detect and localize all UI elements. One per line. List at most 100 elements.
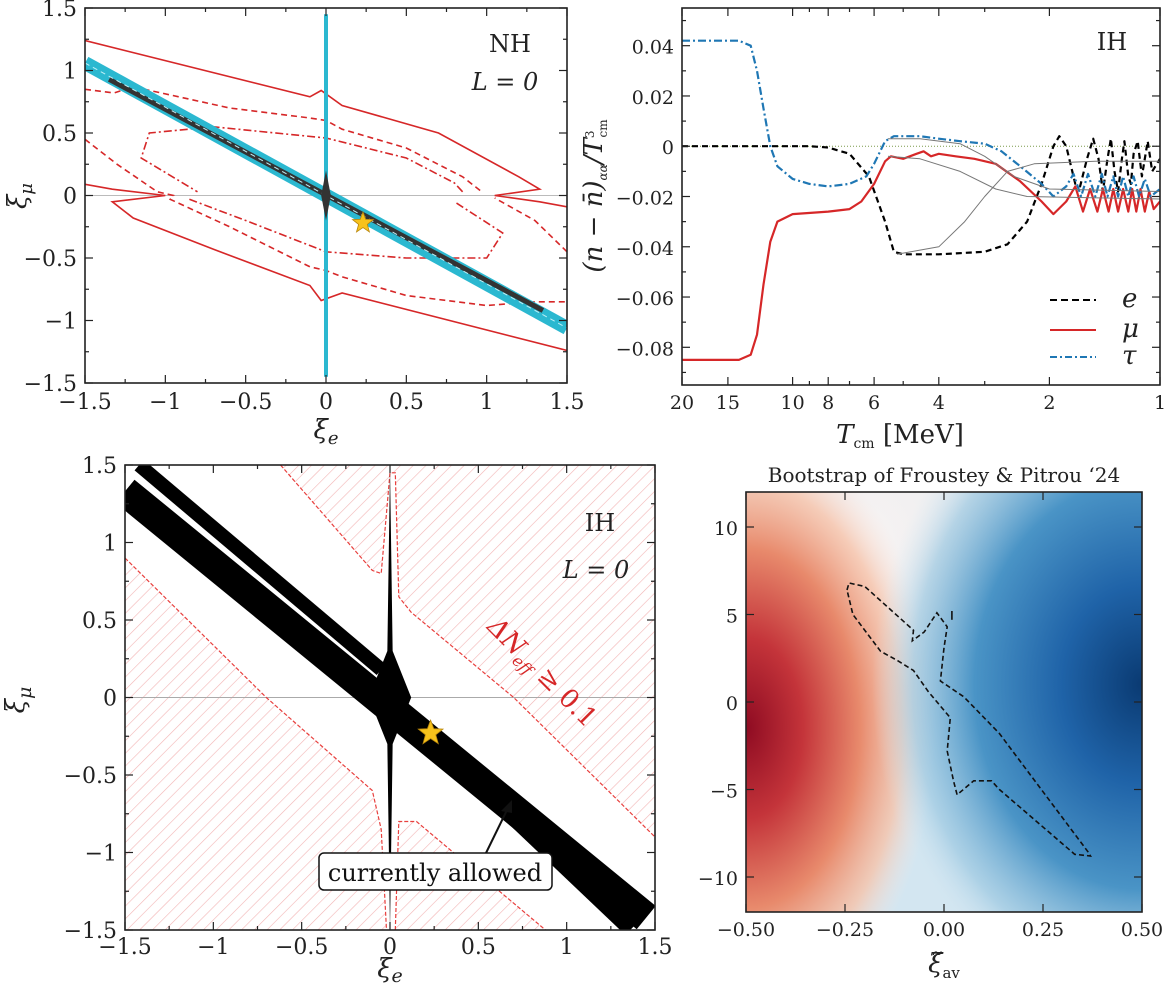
y-tick-label: 0 bbox=[63, 185, 77, 210]
x-tick-label: −0.50 bbox=[717, 919, 775, 941]
x-label-symbol: ξ bbox=[314, 415, 330, 445]
x-tick-label: 0 bbox=[383, 935, 397, 960]
y-tick-label: 1 bbox=[63, 60, 77, 85]
y-axis-label: ξμ bbox=[1, 687, 36, 714]
contour-dashdot bbox=[140, 125, 464, 193]
y-tick-label: 5 bbox=[726, 606, 738, 628]
y-label-sup: 3 bbox=[583, 131, 597, 139]
annotation-l0: L = 0 bbox=[471, 68, 539, 96]
contour-dashdot bbox=[189, 198, 504, 259]
legend: e μ τ bbox=[1050, 284, 1139, 371]
band-inner-line bbox=[85, 62, 567, 329]
star-marker bbox=[417, 718, 445, 745]
contour-solid bbox=[85, 183, 567, 352]
x-tick-label: 6 bbox=[868, 392, 880, 414]
x-tick-label: −1.5 bbox=[58, 390, 111, 415]
series-tau bbox=[682, 39, 1160, 198]
neff-boundary-left bbox=[125, 557, 388, 930]
y-tick-label: 1 bbox=[103, 532, 117, 557]
heatmap-area bbox=[746, 492, 1142, 912]
x-label-symbol: T bbox=[836, 420, 855, 450]
callout-box bbox=[318, 852, 553, 891]
x-tick-label: 0.00 bbox=[923, 919, 965, 941]
y-tick-label: 0.5 bbox=[82, 609, 117, 634]
annotation-l0: L = 0 bbox=[562, 556, 630, 584]
legend-label-e: e bbox=[1122, 284, 1137, 314]
x-tick-label: −0.5 bbox=[219, 390, 272, 415]
chart-title: Bootstrap of Froustey & Pitrou ‘24 bbox=[768, 463, 1120, 487]
y-axis-label: (n − n̄)αα/T3cm bbox=[579, 119, 610, 273]
annotation-nh: NH bbox=[489, 30, 531, 58]
x-label-sub: cm bbox=[853, 436, 874, 452]
y-tick-label: −10 bbox=[698, 868, 738, 890]
callout-currently-allowed: currently allowed bbox=[328, 859, 542, 887]
plot-area bbox=[85, 14, 567, 377]
y-tick-label: 10 bbox=[714, 518, 738, 540]
y-tick-label: −1 bbox=[45, 310, 77, 335]
x-tick-label: −1 bbox=[197, 935, 229, 960]
x-axis-label: ξe bbox=[377, 954, 403, 985]
y-tick-label: −1.5 bbox=[64, 919, 117, 944]
legend-label-mu: μ bbox=[1122, 314, 1139, 344]
x-tick-label: −0.5 bbox=[275, 935, 328, 960]
y-label-symbol: ξ bbox=[3, 193, 33, 209]
y-label-sub2: cm bbox=[596, 119, 610, 138]
allowed-band bbox=[434, 743, 636, 930]
x-tick-label: 1 bbox=[1154, 392, 1166, 414]
y-tick-label: 0.5 bbox=[42, 122, 77, 147]
x-tick-label: 10 bbox=[781, 392, 805, 414]
series-gray bbox=[888, 138, 1160, 192]
y-tick-label: −5 bbox=[710, 781, 738, 803]
y-tick-label: 0 bbox=[103, 687, 117, 712]
x-tick-label: −1.5 bbox=[98, 935, 151, 960]
series-mu bbox=[682, 150, 1160, 361]
y-tick-label: 0.04 bbox=[632, 37, 674, 59]
y-label-div: /T bbox=[579, 137, 609, 168]
panel-nh-contours: NH L = 0 ξe ξμ −1.5 −1 −0.5 0 0.5 1 1.5−1.5−1−… bbox=[3, 0, 585, 449]
y-tick-label: −0.02 bbox=[616, 188, 674, 210]
star-marker bbox=[351, 210, 375, 233]
y-label-sub: μ bbox=[16, 183, 37, 195]
panel-ih-asymmetry-evolution: IH Tcm [MeV] (n − n̄)αα/T3cm e μ τ 20 15 1… bbox=[579, 7, 1166, 452]
x-tick-label: 0 bbox=[319, 390, 333, 415]
x-tick-label: 1.5 bbox=[638, 935, 673, 960]
x-tick-label: −1 bbox=[149, 390, 181, 415]
annotation-ih: IH bbox=[585, 509, 615, 537]
x-label-symbol: ξ bbox=[377, 954, 393, 984]
y-tick-label: −0.5 bbox=[24, 247, 77, 272]
y-tick-label: −1.5 bbox=[24, 372, 77, 397]
contour-dashed bbox=[846, 582, 1092, 857]
y-label-symbol: ξ bbox=[1, 697, 31, 713]
contour-dashed bbox=[85, 85, 483, 193]
y-axis-label: ξμ bbox=[3, 183, 37, 209]
contour-solid bbox=[85, 39, 567, 208]
x-tick-label: 0.50 bbox=[1121, 919, 1163, 941]
y-tick-label: 1.5 bbox=[82, 454, 117, 479]
x-tick-label: 1.5 bbox=[550, 390, 585, 415]
x-tick-label: 0.25 bbox=[1022, 919, 1064, 941]
plot-area bbox=[682, 39, 1160, 361]
x-tick-label: 8 bbox=[822, 392, 834, 414]
y-label-sub: μ bbox=[14, 687, 36, 699]
x-tick-label: 20 bbox=[670, 392, 694, 414]
y-tick-label: −0.08 bbox=[616, 338, 674, 360]
y-tick-label: −0.06 bbox=[616, 288, 674, 310]
heatmap-negative-zone bbox=[872, 492, 1142, 912]
y-tick-label: −1 bbox=[85, 842, 117, 867]
series-gray bbox=[896, 160, 1160, 255]
y-tick-label: 1.5 bbox=[42, 0, 77, 22]
x-tick-label: 4 bbox=[933, 392, 945, 414]
x-label-sub: av bbox=[942, 964, 960, 982]
neff-boundary-upper bbox=[280, 465, 655, 838]
x-tick-label: 1 bbox=[480, 390, 494, 415]
x-label-sub: e bbox=[392, 965, 403, 985]
y-tick-label: 0 bbox=[662, 137, 674, 159]
x-tick-label: 0.5 bbox=[461, 935, 496, 960]
y-tick-label: 0 bbox=[726, 693, 738, 715]
x-label-symbol: ξ̃ bbox=[928, 949, 944, 979]
y-tick-label: 0.02 bbox=[632, 87, 674, 109]
x-axis-label: Tcm [MeV] bbox=[836, 420, 964, 452]
callout-arrow bbox=[485, 807, 509, 854]
x-tick-label: 15 bbox=[716, 392, 740, 414]
